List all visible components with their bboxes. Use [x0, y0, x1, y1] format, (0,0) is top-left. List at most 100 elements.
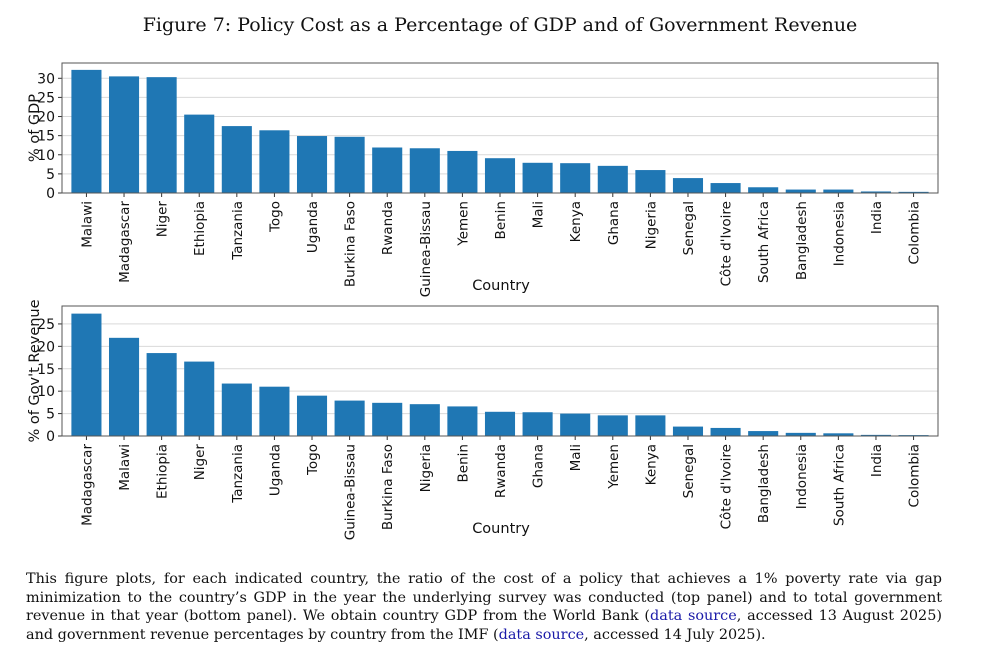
gdp-bar [146, 77, 177, 193]
revenue-xtick-label: Kenya [643, 444, 659, 485]
gdp-bar [372, 147, 403, 193]
gdp-ytick-label: 15 [37, 129, 55, 145]
revenue-ytick-label: 20 [37, 339, 55, 355]
revenue-xtick-label: Nigeria [418, 444, 434, 492]
revenue-bar [259, 386, 290, 436]
revenue-yaxis-label: % of Gov't Revenue [27, 299, 43, 442]
revenue-bar [785, 432, 816, 436]
world-bank-data-source-link[interactable]: data source [650, 608, 737, 624]
gdp-bar [748, 187, 779, 193]
gdp-xtick-label: Madagascar [117, 201, 133, 283]
revenue-xtick-label: Ethiopia [155, 444, 171, 499]
revenue-ytick-label: 15 [37, 362, 55, 378]
gdp-xtick-label: India [869, 201, 885, 234]
gdp-plot-frame [61, 62, 939, 194]
revenue-xtick-label: Niger [192, 444, 208, 481]
revenue-xtick-label: Uganda [267, 444, 283, 496]
gdp-bar [898, 191, 929, 193]
gdp-ytick-label: 25 [37, 90, 55, 106]
gdp-xtick-label: Benin [493, 201, 509, 239]
gdp-bar-chart: 0 5 10 15 20 25 30 Malawi Madagascar Niger Ethiopi… [27, 62, 939, 297]
revenue-xtick-label: Mali [568, 444, 584, 471]
revenue-bar [221, 383, 252, 436]
caption-text-2: , accessed 13 August 2025) and governmen… [26, 608, 942, 643]
revenue-xtick-label: Burkina Faso [380, 444, 396, 530]
revenue-bar [635, 415, 666, 436]
gdp-bar [184, 114, 215, 193]
gdp-bar [259, 130, 290, 193]
revenue-bar [372, 402, 403, 436]
gdp-xtick-label: Togo [267, 201, 283, 233]
gdp-xtick-label: Yemen [455, 201, 471, 247]
revenue-xtick-label: Colombia [907, 444, 923, 507]
revenue-xtick-label: Ghana [531, 444, 547, 488]
revenue-bar [484, 411, 516, 436]
revenue-xtick-label: Benin [455, 444, 471, 482]
revenue-xtick-label: Madagascar [79, 444, 95, 526]
gdp-bar [672, 178, 704, 193]
revenue-xtick-label: India [869, 444, 885, 477]
revenue-bar [296, 395, 328, 436]
gdp-bar [860, 191, 892, 193]
gdp-bar [409, 148, 440, 193]
gdp-xtick-label: Kenya [568, 201, 584, 242]
revenue-bar [447, 406, 478, 436]
figure-caption: This figure plots, for each indicated co… [26, 570, 942, 644]
gdp-xtick-label: Burkina Faso [343, 201, 359, 287]
revenue-bar [860, 434, 892, 436]
revenue-ytick-label: 5 [46, 407, 55, 423]
revenue-bar [710, 427, 741, 436]
revenue-xtick-label: Yemen [606, 444, 622, 490]
revenue-bar [672, 426, 704, 436]
caption-text-3: , accessed 14 July 2025). [584, 626, 766, 643]
revenue-ytick-label: 10 [37, 384, 55, 400]
revenue-ytick-label: 0 [46, 429, 55, 445]
revenue-bar [146, 353, 177, 436]
gdp-ytick-label: 5 [46, 167, 55, 183]
revenue-xtick-label: Guinea-Bissau [343, 444, 359, 540]
gdp-bar [221, 126, 252, 193]
revenue-xtick-label: Malawi [117, 444, 133, 491]
revenue-xtick-label: South Africa [831, 444, 847, 526]
gdp-xtick-label: Colombia [907, 201, 923, 264]
gdp-bar [710, 183, 741, 193]
gdp-yaxis-label: % of GDP [27, 94, 43, 162]
gdp-ytick-label: 10 [37, 148, 55, 164]
gdp-bar [296, 136, 328, 193]
gdp-bar [484, 158, 516, 193]
gdp-xtick-label: Malawi [79, 201, 95, 248]
gdp-xtick-label: Indonesia [831, 201, 847, 266]
revenue-bar [409, 404, 440, 436]
gdp-xtick-label: Niger [155, 201, 171, 238]
gdp-xtick-label: Nigeria [643, 201, 659, 249]
revenue-xaxis-label: Country [472, 521, 530, 537]
gdp-bar [108, 76, 140, 193]
gdp-xaxis-label: Country [472, 278, 530, 294]
gdp-ytick-label: 30 [37, 71, 55, 87]
revenue-bar [71, 313, 102, 436]
revenue-xtick-label: Tanzania [230, 444, 246, 504]
gdp-xtick-label: Ethiopia [192, 201, 208, 256]
revenue-xtick-label: Rwanda [493, 444, 509, 498]
revenue-xtick-label: Côte d'Ivoire [719, 444, 735, 529]
revenue-plot-frame [61, 305, 939, 437]
gdp-bar [522, 162, 553, 193]
revenue-ytick-label: 25 [37, 317, 55, 333]
gdp-bar [785, 189, 816, 193]
revenue-bar [108, 337, 140, 436]
imf-data-source-link[interactable]: data source [498, 626, 585, 643]
gdp-xtick-label: Guinea-Bissau [418, 201, 434, 297]
gdp-bar [635, 170, 666, 193]
revenue-xtick-label: Togo [305, 444, 321, 476]
gdp-xtick-label: Uganda [305, 201, 321, 253]
gdp-xtick-label: South Africa [756, 201, 772, 283]
revenue-xtick-label: Indonesia [794, 444, 810, 509]
revenue-bar [560, 413, 591, 436]
gdp-xtick-label: Mali [531, 201, 547, 228]
gdp-bar [334, 136, 365, 193]
revenue-bar [522, 412, 553, 436]
gdp-bar [560, 163, 591, 193]
gdp-xtick-label: Senegal [681, 201, 697, 255]
gdp-xtick-label: Ghana [606, 201, 622, 245]
revenue-bar [597, 415, 628, 436]
